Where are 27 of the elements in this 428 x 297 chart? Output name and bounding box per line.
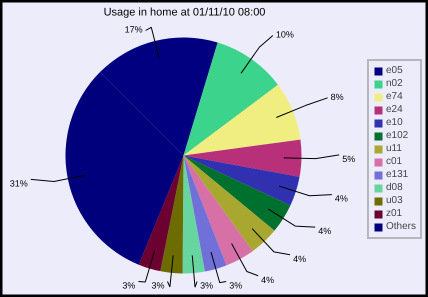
legend-label: Others [386,220,416,232]
data-label: 17% [124,24,143,34]
data-label: 3% [122,280,136,290]
data-label: 3% [229,280,242,290]
legend-label: d08 [386,182,404,194]
legend-label: z01 [386,208,404,220]
data-label: 4% [293,254,306,264]
data-label: 31% [10,178,28,188]
data-label: 4% [334,194,348,204]
legend-label: e24 [386,104,404,116]
data-label: 3% [200,280,214,290]
legend-label: c01 [386,156,404,168]
data-label: 8% [330,92,344,102]
legend-label: e10 [386,116,404,128]
data-label: 5% [342,154,356,164]
legend-label: e05 [386,64,404,76]
data-label: 4% [261,274,274,285]
legend-label: u03 [386,194,404,206]
data-label: 3% [151,280,164,290]
legend-label: e74 [386,90,404,102]
legend-label: n02 [386,78,404,90]
data-label: 4% [318,226,332,236]
data-label: 10% [276,30,294,40]
legend-label: e131 [386,168,408,180]
legend-label: u11 [386,142,403,154]
chart-title: Usage in home at 01/11/10 08:00 [104,6,266,18]
legend-label: e102 [386,130,408,142]
